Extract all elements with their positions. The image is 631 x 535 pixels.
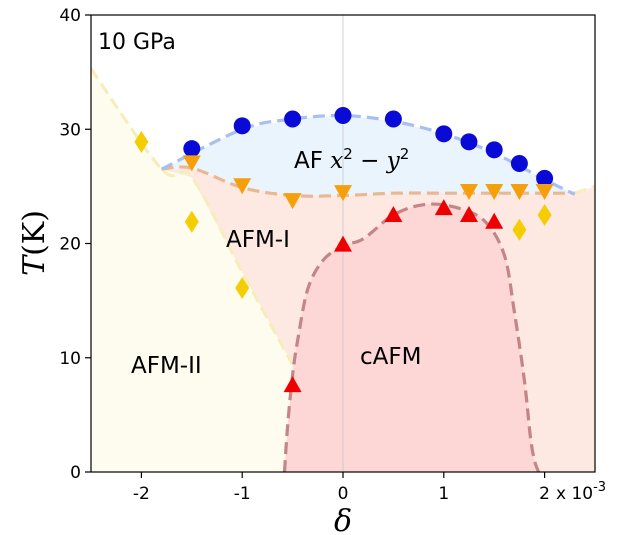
orange-triangle-down-marker [485,183,504,200]
x-axis-multiplier: x 10-3 [556,480,606,504]
afm-ii-boundary-right [574,184,595,195]
blue-circle-marker [334,107,352,125]
red-triangle-up-marker [485,212,504,229]
red-triangle-up-marker [460,205,478,222]
yellow-diamond-marker [134,130,149,153]
x-axis-label: δ [334,504,352,535]
red-triangle-up-marker [334,235,352,252]
red-triangle-up-marker [283,376,302,393]
orange-triangle-down-marker [535,183,554,200]
blue-circle-marker [233,117,251,135]
region-label-cafm: cAFM [360,344,421,370]
blue-circle-marker [510,155,528,173]
af-x2-y2-region [161,115,575,196]
x-tick-label: 0 [338,484,349,504]
blue-circle-marker [384,110,402,128]
afm-ii-boundary-left [91,67,295,366]
region-label-af-x2-y2: AF x2 − y2 [294,145,409,174]
y-tick-label: 10 [59,349,81,369]
blue-circle-marker [435,125,453,143]
orange-triangle-down-marker [233,178,252,195]
panel-label: 10 GPa [98,30,176,55]
yellow-diamond-marker [537,203,552,226]
orange-triangle-down-marker [334,185,352,202]
y-tick-label: 0 [70,463,81,483]
orange-triangle-down-marker [182,155,201,172]
x-tick-label: 2 [539,484,550,504]
y-tick-label: 20 [59,235,81,255]
red-triangle-up-marker [384,205,403,222]
orange-triangle-down-marker [460,183,478,200]
blue-circle-marker [536,169,554,187]
y-tick-label: 40 [59,6,81,26]
x-tick-label: 1 [438,484,449,504]
cafm-region [284,204,539,472]
region-label-afm-ii: AFM-II [131,353,202,379]
yellow-diamond-marker [184,210,199,233]
y-axis-label: T(K) [17,210,52,276]
yellow-diamond-marker [512,218,527,241]
x-tick-label: -1 [234,484,251,504]
x-tick-label: -2 [133,484,150,504]
red-triangle-up-marker [434,199,453,216]
region-label-afm-i: AFM-I [226,227,290,253]
blue-circle-marker [485,141,503,159]
y-tick-label: 30 [59,120,81,140]
blue-circle-marker [183,140,201,158]
blue-circle-marker [460,133,478,151]
orange-triangle-down-marker [283,193,302,210]
yellow-diamond-marker [235,277,250,300]
orange-triangle-down-marker [510,183,529,200]
cafm-boundary-line [282,202,541,472]
blue-circle-marker [284,110,302,128]
